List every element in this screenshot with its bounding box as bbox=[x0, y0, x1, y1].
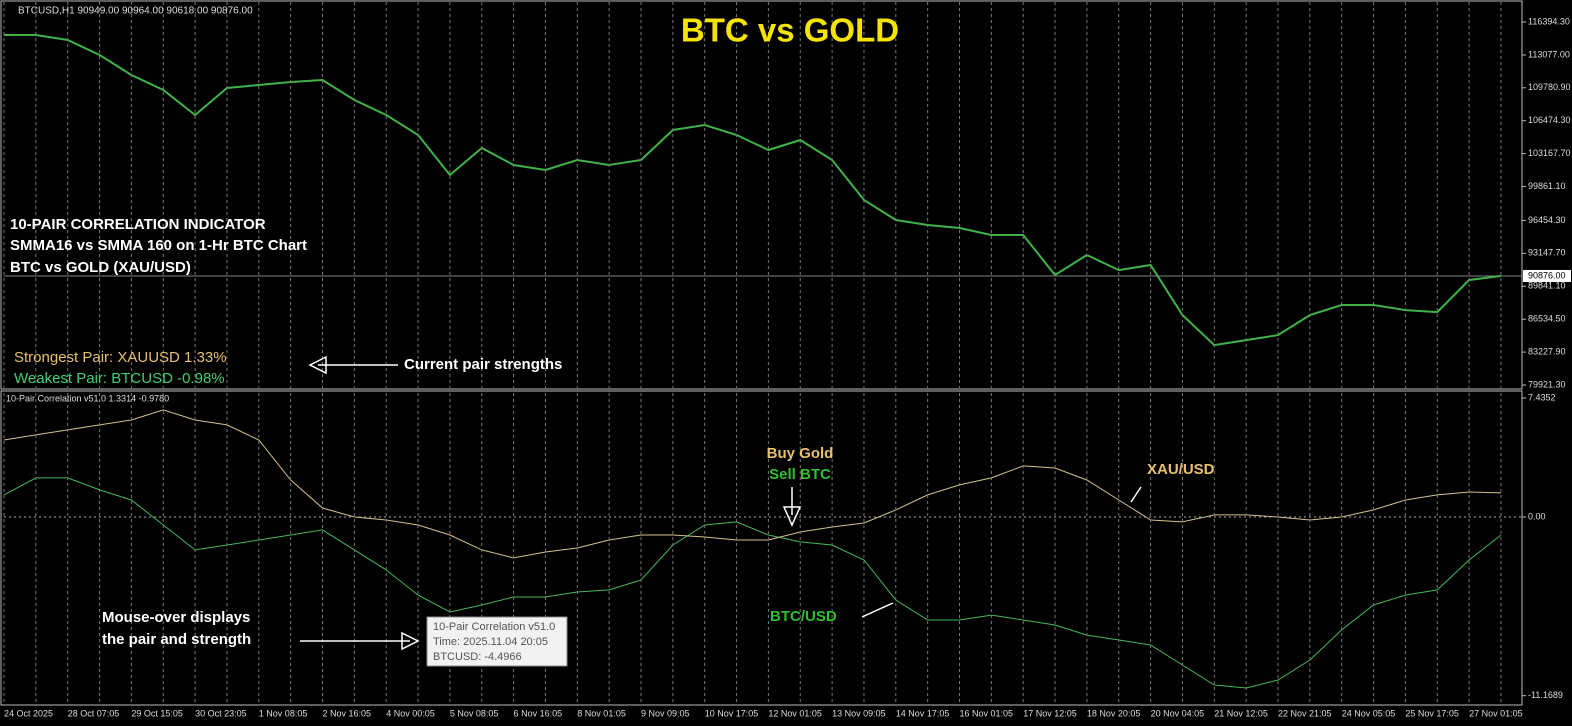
x-tick-label: 30 Oct 23:05 bbox=[195, 708, 247, 718]
y-tick-label: 7.4352 bbox=[1528, 392, 1556, 402]
tooltip-text: BTCUSD: -4.4966 bbox=[433, 651, 522, 663]
annotation: the pair and strength bbox=[102, 631, 251, 648]
y-tick-label: 106474.30 bbox=[1528, 115, 1571, 125]
y-tick-label: 116394.30 bbox=[1528, 16, 1570, 26]
arrow bbox=[300, 355, 1142, 651]
x-tick-label: 24 Oct 2025 bbox=[4, 708, 53, 718]
indicator-title: 10-Pair Correlation v51.0 1.3314 -0.9780 bbox=[6, 393, 169, 403]
x-tick-label: 18 Nov 20:05 bbox=[1087, 708, 1141, 718]
chart-title: BTC vs GOLD bbox=[681, 12, 899, 49]
x-tick-label: 2 Nov 16:05 bbox=[323, 708, 372, 718]
x-tick-label: 28 Oct 07:05 bbox=[68, 708, 120, 718]
y-tick-label: 79921.30 bbox=[1528, 379, 1566, 389]
x-tick-label: 1 Nov 08:05 bbox=[259, 708, 308, 718]
x-tick-label: 6 Nov 16:05 bbox=[514, 708, 563, 718]
series-label: BTC/USD bbox=[770, 608, 837, 625]
main-frame bbox=[0, 0, 1523, 390]
annotation: Current pair strengths bbox=[404, 356, 562, 373]
series-line bbox=[3, 477, 1502, 689]
x-tick-label: 27 Nov 01:05 bbox=[1469, 708, 1523, 718]
annotation: 10-PAIR CORRELATION INDICATOR bbox=[10, 216, 266, 233]
x-tick-label: 24 Nov 05:05 bbox=[1342, 708, 1396, 718]
annotation: BTC vs GOLD (XAU/USD) bbox=[10, 259, 191, 276]
y-tick-label: 96454.30 bbox=[1528, 215, 1566, 225]
x-tick-label: 17 Nov 12:05 bbox=[1023, 708, 1077, 718]
x-tick-label: 4 Nov 00:05 bbox=[386, 708, 435, 718]
x-tick-label: 10 Nov 17:05 bbox=[705, 708, 759, 718]
x-tick-label: 16 Nov 01:05 bbox=[960, 708, 1014, 718]
x-tick-label: 5 Nov 08:05 bbox=[450, 708, 499, 718]
annotation: Mouse-over displays bbox=[102, 609, 250, 626]
annotation: SMMA16 vs SMMA 160 on 1-Hr BTC Chart bbox=[10, 237, 307, 254]
price-label-bg bbox=[1523, 269, 1571, 282]
x-tick-label: 22 Nov 21:05 bbox=[1278, 708, 1332, 718]
indicator-frame bbox=[0, 390, 1523, 706]
buy-label: Buy Gold bbox=[767, 445, 834, 462]
x-tick-label: 9 Nov 09:05 bbox=[641, 708, 690, 718]
x-tick-label: 20 Nov 04:05 bbox=[1151, 708, 1205, 718]
x-tick-label: 29 Oct 15:05 bbox=[131, 708, 183, 718]
x-tick-label: 13 Nov 09:05 bbox=[832, 708, 886, 718]
y-tick-label: 103167.70 bbox=[1528, 148, 1571, 158]
weakest-pair: Weakest Pair: BTCUSD -0.98% bbox=[14, 370, 225, 387]
y-tick-label: -11.1689 bbox=[1528, 690, 1563, 700]
y-tick-label: 0.00 bbox=[1528, 511, 1546, 521]
y-tick-label: 89841.10 bbox=[1528, 281, 1566, 291]
series-line bbox=[4, 34, 1502, 347]
y-tick-label: 109780.90 bbox=[1528, 82, 1571, 92]
x-tick-label: 21 Nov 12:05 bbox=[1214, 708, 1268, 718]
x-tick-label: 12 Nov 01:05 bbox=[768, 708, 822, 718]
x-tick-label: 25 Nov 17:05 bbox=[1405, 708, 1459, 718]
y-tick-label: 93147.70 bbox=[1528, 248, 1566, 258]
series-line bbox=[3, 409, 1502, 559]
y-tick-label: 86534.50 bbox=[1528, 314, 1566, 324]
sell-label: Sell BTC bbox=[769, 466, 831, 483]
price-label: 90876.00 bbox=[1528, 270, 1566, 280]
y-tick-label: 83227.90 bbox=[1528, 346, 1566, 356]
tooltip-text: Time: 2025.11.04 20:05 bbox=[433, 636, 548, 648]
x-tick-label: 8 Nov 01:05 bbox=[577, 708, 626, 718]
tooltip bbox=[426, 616, 568, 667]
series-label: XAU/USD bbox=[1147, 461, 1215, 478]
strongest-pair: Strongest Pair: XAUUSD 1.33% bbox=[14, 349, 227, 366]
y-tick-label: 113077.00 bbox=[1528, 49, 1570, 59]
x-tick-label: 14 Nov 17:05 bbox=[896, 708, 950, 718]
symbol-info: BTCUSD,H1 90949.00 90964.00 90618.00 908… bbox=[18, 6, 253, 17]
tooltip-text: 10-Pair Correlation v51.0 bbox=[433, 621, 555, 633]
y-tick-label: 99861.10 bbox=[1528, 181, 1566, 191]
